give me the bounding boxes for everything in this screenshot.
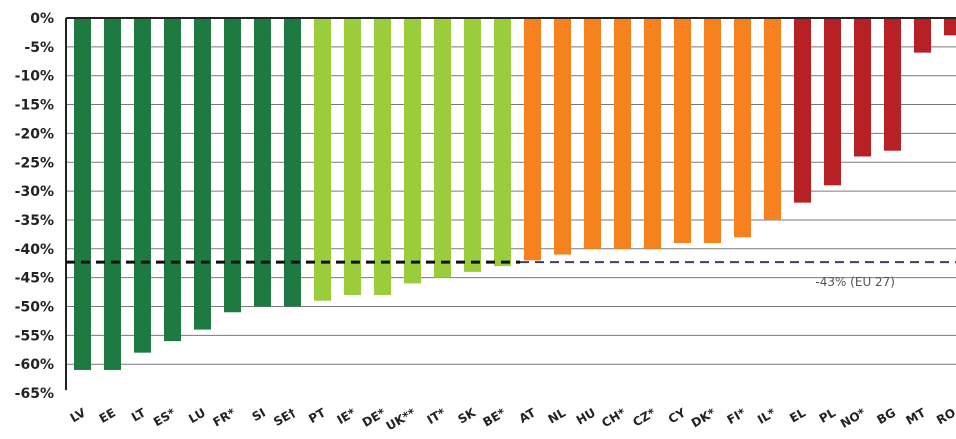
x-tick-label: PT xyxy=(306,405,328,426)
x-tick-label: LV xyxy=(68,405,89,425)
bar xyxy=(914,19,931,53)
bar xyxy=(104,19,121,370)
bar xyxy=(374,19,391,295)
x-tick-label: DK* xyxy=(689,405,719,430)
y-tick-label: -50% xyxy=(15,300,54,316)
y-tick-labels: 0% -5% -10% -15% -20% -25% -30% -35% -40% -45% -50… xyxy=(15,11,54,402)
bar xyxy=(164,19,181,342)
bar xyxy=(794,19,811,203)
bar xyxy=(614,19,631,249)
bar xyxy=(764,19,781,220)
y-tick-label: -15% xyxy=(15,98,54,114)
bar xyxy=(434,19,451,278)
x-tick-label: LU xyxy=(186,405,208,426)
y-tick-label: -25% xyxy=(15,155,54,171)
x-tick-label: CZ* xyxy=(630,405,658,429)
eu-average-line: -43% (EU 27) xyxy=(66,260,956,289)
x-tick-label: SI xyxy=(250,405,268,424)
bar xyxy=(494,19,511,267)
y-tick-label: -65% xyxy=(15,386,54,402)
bar xyxy=(944,19,956,36)
x-tick-label: SE† xyxy=(271,405,298,429)
bar xyxy=(464,19,481,272)
x-tick-labels: LV EE LT ES* LU FR* SI SE† PT IE* DE*UK** IT* SK BE* A… xyxy=(68,405,956,433)
bar xyxy=(134,19,151,353)
y-tick-label: -10% xyxy=(15,69,54,85)
bar xyxy=(284,19,301,307)
x-tick-label: NO* xyxy=(838,405,869,431)
bar xyxy=(824,19,841,186)
bar xyxy=(404,19,421,284)
bar xyxy=(74,19,91,370)
y-tick-label: -45% xyxy=(15,271,54,287)
bar xyxy=(254,19,271,307)
x-tick-label: SK xyxy=(455,405,478,426)
bar xyxy=(554,19,571,255)
bar xyxy=(524,19,541,261)
bar xyxy=(194,19,211,330)
bar xyxy=(344,19,361,295)
x-tick-label: AT xyxy=(517,405,539,426)
y-tick-label: 0% xyxy=(30,11,54,27)
x-tick-label: IL* xyxy=(755,405,779,427)
x-tick-label: DE* xyxy=(360,405,389,430)
x-tick-label: IT* xyxy=(425,405,449,427)
bar xyxy=(644,19,661,249)
bar xyxy=(854,19,871,157)
x-tick-label: NL xyxy=(546,405,569,426)
x-tick-label: UK** xyxy=(384,405,419,433)
x-tick-label: HU xyxy=(574,405,598,427)
bar xyxy=(584,19,601,249)
reference-line-label: -43% (EU 27) xyxy=(815,275,895,289)
x-tick-label: CH* xyxy=(599,405,628,430)
x-tick-label: ES* xyxy=(151,405,179,429)
x-tick-label: FI* xyxy=(725,405,749,427)
x-tick-label: CY xyxy=(666,405,688,426)
y-tick-label: -5% xyxy=(24,40,54,56)
bars xyxy=(74,19,956,370)
y-tick-label: -30% xyxy=(15,184,54,200)
y-tick-label: -55% xyxy=(15,328,54,344)
bar xyxy=(674,19,691,244)
x-tick-label: BE* xyxy=(481,405,509,429)
bar xyxy=(314,19,331,301)
x-tick-label: FR* xyxy=(210,405,238,429)
x-tick-label: MT xyxy=(904,405,929,428)
y-tick-label: -20% xyxy=(15,126,54,142)
y-tick-label: -35% xyxy=(15,213,54,229)
x-tick-label: IE* xyxy=(335,405,359,427)
x-tick-label: LT xyxy=(129,405,149,424)
x-tick-label: EL xyxy=(787,405,808,425)
x-tick-label: EE xyxy=(97,405,118,425)
x-tick-label: RO xyxy=(934,405,956,427)
x-tick-label: BG xyxy=(875,405,898,427)
bar xyxy=(704,19,721,244)
bar xyxy=(224,19,241,313)
bar xyxy=(884,19,901,151)
y-tick-label: -40% xyxy=(15,242,54,258)
x-tick-label: PL xyxy=(817,405,839,426)
bar xyxy=(734,19,751,238)
y-tick-label: -60% xyxy=(15,357,54,373)
